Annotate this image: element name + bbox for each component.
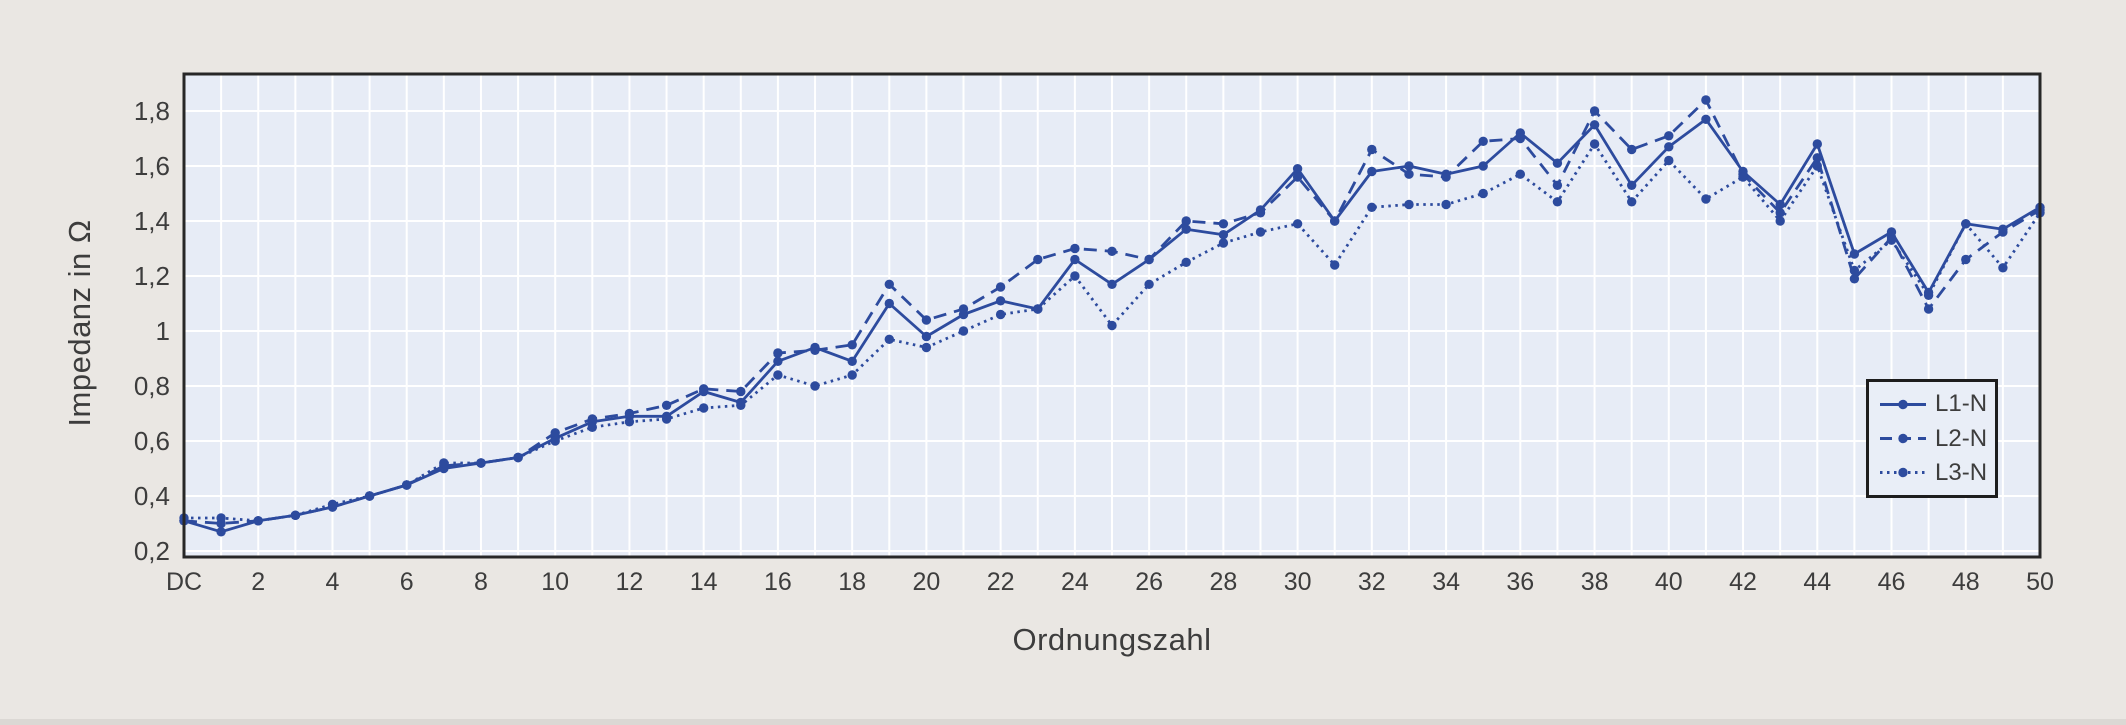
x-tick-label: 24 — [1061, 568, 1089, 596]
legend-item-l2n: L2-N — [1879, 424, 1995, 452]
y-tick-label: 0,8 — [134, 371, 170, 401]
x-tick-label: 22 — [987, 568, 1015, 596]
x-tick-label: 36 — [1506, 568, 1534, 596]
x-tick-label: 40 — [1655, 568, 1683, 596]
y-tick-label: 1,2 — [134, 261, 170, 291]
x-tick-label: 42 — [1729, 568, 1757, 596]
legend-line-dotted-icon — [1880, 468, 1926, 478]
plot-border — [182, 72, 2042, 559]
x-tick-label: 20 — [912, 568, 940, 596]
y-tick-label: 0,2 — [134, 536, 170, 566]
legend-line-solid-icon — [1880, 399, 1926, 409]
x-tick-label: 48 — [1952, 568, 1980, 596]
y-tick-label: 0,4 — [134, 481, 170, 511]
y-axis-title: Impedanz in Ω — [62, 219, 97, 427]
x-tick-label: 16 — [764, 568, 792, 596]
x-tick-label: 6 — [400, 568, 414, 596]
legend-item-l1n: L1-N — [1879, 392, 1995, 416]
legend-label-l2n: L2-N — [1935, 424, 1988, 452]
x-tick-label: 10 — [541, 568, 569, 596]
y-tick-label: 1,4 — [134, 206, 170, 236]
screenshot-bottom-edge — [0, 719, 2126, 725]
y-tick-label: 1,8 — [134, 96, 170, 126]
x-tick-label: 46 — [1878, 568, 1906, 596]
x-tick-label: DC — [166, 568, 202, 596]
x-tick-label: 8 — [474, 568, 488, 596]
legend: L1-N L2-N L3-N — [1866, 379, 1998, 498]
x-tick-label: 26 — [1135, 568, 1163, 596]
x-tick-labels: DC 2 4 6 8 10 12 14 16 18 20 22 24 26 28 30 32 34 36 38 40 42… — [166, 568, 2054, 596]
x-tick-label: 32 — [1358, 568, 1386, 596]
x-tick-label: 14 — [690, 568, 718, 596]
x-tick-label: 38 — [1581, 568, 1609, 596]
y-tick-label: 0,6 — [134, 426, 170, 456]
legend-label-l3n: L3-N — [1935, 458, 1988, 486]
x-tick-label: 2 — [251, 568, 265, 596]
legend-label-l1n: L1-N — [1935, 390, 1988, 418]
legend-line-dashed-icon — [1880, 433, 1926, 444]
x-tick-label: 28 — [1209, 568, 1237, 596]
legend-item-l3n: L3-N — [1879, 458, 1995, 486]
x-tick-label: 4 — [326, 568, 340, 596]
gridlines — [184, 74, 2040, 557]
x-axis-title: Ordnungszahl — [1012, 622, 1212, 657]
x-tick-label: 34 — [1432, 568, 1460, 596]
y-tick-label: 1 — [156, 316, 170, 346]
x-tick-label: 18 — [838, 568, 866, 596]
y-tick-labels: 0,2 0,4 0,6 0,8 1 1,2 1,4 1,6 1,8 — [134, 96, 170, 566]
x-tick-label: 30 — [1284, 568, 1312, 596]
series-markers-L3-N — [179, 139, 2045, 526]
x-tick-label: 50 — [2026, 568, 2054, 596]
x-tick-label: 12 — [615, 568, 643, 596]
y-tick-label: 1,6 — [134, 151, 170, 181]
x-tick-label: 44 — [1803, 568, 1831, 596]
